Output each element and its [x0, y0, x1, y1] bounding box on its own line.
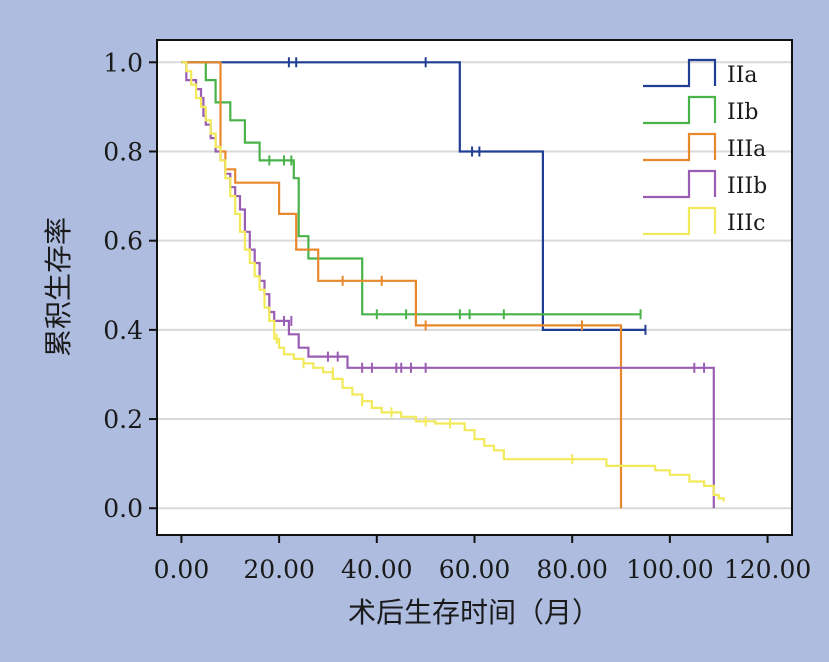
legend-label-IIb: IIb: [727, 100, 758, 125]
x-tick-label: 100.00: [626, 555, 713, 584]
series-line-IIb: [181, 61, 641, 316]
series-line-IIIb: [181, 61, 715, 509]
legend-swatch-IIIa: [643, 132, 717, 162]
legend-swatch-IIb: [643, 95, 717, 125]
legend-swatch-IIIb: [643, 169, 717, 199]
x-axis-title: 术后生存时间（月）: [348, 596, 600, 629]
y-axis-title: 累积生存率: [42, 217, 75, 357]
axes: 0.0 0.2 0.4 0.6 0.8 1.0 0.00 20.00 40.00 60.00 80.…: [103, 48, 811, 584]
series-lines: [181, 57, 725, 509]
x-tick-label: 120.00: [724, 555, 811, 584]
x-tick-label: 60.00: [439, 555, 511, 584]
legend-label-IIIa: IIIa: [727, 137, 766, 162]
y-tick-label: 0.0: [103, 494, 143, 523]
y-tick-label: 0.8: [103, 137, 143, 166]
y-tick-label: 0.4: [103, 316, 143, 345]
x-tick-label: 40.00: [341, 555, 413, 584]
y-tick-label: 1.0: [103, 48, 143, 77]
legend-swatch-IIa: [643, 58, 717, 88]
legend-label-IIIb: IIIb: [727, 174, 767, 199]
y-tick-label: 0.2: [103, 405, 143, 434]
series-line-IIIa: [181, 61, 623, 509]
legend-swatch-IIIc: [643, 206, 717, 236]
y-tick-label: 0.6: [103, 227, 143, 256]
series-line-IIa: [181, 61, 646, 331]
x-tick-label: 80.00: [536, 555, 608, 584]
x-tick-label: 20.00: [243, 555, 315, 584]
legend: IIa IIb IIIa IIIb IIIc: [643, 58, 767, 236]
series-line-IIIc: [181, 61, 725, 502]
legend-label-IIIc: IIIc: [727, 211, 765, 236]
plot-background: [157, 40, 792, 535]
legend-label-IIa: IIa: [727, 63, 758, 88]
x-tick-label: 0.00: [154, 555, 210, 584]
